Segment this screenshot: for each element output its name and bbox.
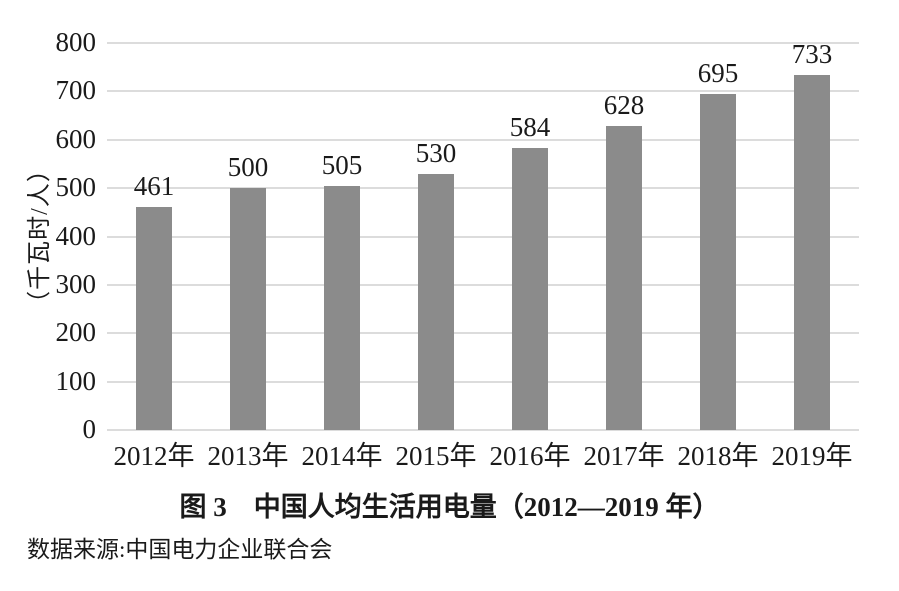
bar-slot: 505 2014年 xyxy=(295,43,389,470)
bar-slot: 530 2015年 xyxy=(389,43,483,470)
gridline xyxy=(107,90,859,93)
bar-value-label: 461 xyxy=(133,171,175,201)
bar xyxy=(512,147,548,430)
bar-slot: 461 2012年 xyxy=(107,43,201,471)
bar xyxy=(700,93,736,430)
bar-value-label: 500 xyxy=(227,152,269,183)
data-source-note: 数据来源:中国电力企业联合会 xyxy=(27,537,333,562)
gridline xyxy=(107,332,859,335)
bar-value-label: 733 xyxy=(791,39,833,70)
y-tick-label: 0 xyxy=(82,414,97,444)
y-tick-label: 500 xyxy=(55,172,97,203)
y-tick-label: 300 xyxy=(55,268,97,299)
gridline xyxy=(107,42,859,44)
x-tick-label: 2019年 xyxy=(771,441,853,471)
bar xyxy=(418,173,454,430)
bar xyxy=(230,188,266,430)
x-tick-label: 2014年 xyxy=(301,441,383,471)
bar-slot: 733 2019年 xyxy=(765,39,859,470)
x-tick-label: 2012年 xyxy=(113,441,195,471)
bar-value-label: 584 xyxy=(509,111,551,142)
y-tick-label: 700 xyxy=(55,75,97,106)
bar-value-label: 628 xyxy=(603,90,645,121)
bar-slot: 628 2017年 xyxy=(577,43,671,470)
bar xyxy=(136,207,172,430)
x-tick-label: 2015年 xyxy=(395,441,477,471)
bar xyxy=(794,75,830,430)
gridline xyxy=(107,187,859,190)
bar-value-label: 530 xyxy=(415,137,457,168)
gridline xyxy=(107,283,859,286)
bar xyxy=(606,126,642,430)
bar xyxy=(324,185,360,430)
bar-slot: 584 2016年 xyxy=(483,43,577,470)
y-tick-label: 800 xyxy=(55,27,97,57)
gridline xyxy=(107,138,859,141)
x-tick-label: 2016年 xyxy=(489,441,571,471)
y-tick-label: 600 xyxy=(55,123,97,154)
bar-value-label: 505 xyxy=(321,149,363,180)
gridline xyxy=(107,235,859,238)
x-tick-label: 2017年 xyxy=(583,441,665,471)
figure-caption: 图 3 中国人均生活用电量（2012—2019 年） xyxy=(179,492,720,522)
x-tick-label: 2013年 xyxy=(207,441,289,471)
gridline xyxy=(107,380,859,383)
bar-slot: 500 2013年 xyxy=(201,43,295,470)
y-tick-label: 400 xyxy=(55,220,97,251)
bar-slot: 695 2018年 xyxy=(671,43,765,470)
y-tick-label: 100 xyxy=(55,365,97,396)
bar-value-label: 695 xyxy=(697,57,739,88)
x-tick-label: 2018年 xyxy=(677,441,759,471)
plot-area: 0 100 200 300 400 500 600 700 800 461 2012年 500 2013… xyxy=(56,29,859,471)
gridline xyxy=(107,429,859,431)
y-tick-label: 200 xyxy=(55,317,97,348)
